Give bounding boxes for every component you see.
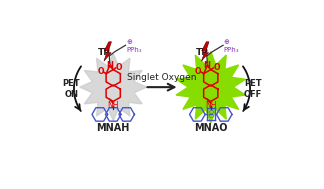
Text: O: O [97, 67, 104, 77]
Polygon shape [80, 54, 147, 121]
Text: NH: NH [108, 101, 119, 110]
Text: N: N [106, 61, 113, 70]
Text: O: O [213, 63, 220, 72]
Text: MNAO: MNAO [194, 123, 227, 133]
Text: PET
OFF: PET OFF [244, 79, 262, 99]
Text: O: O [195, 67, 201, 77]
Text: O: O [116, 63, 122, 72]
Text: TP: TP [196, 48, 209, 57]
Text: PPh₃: PPh₃ [126, 47, 142, 53]
Text: NH: NH [205, 101, 216, 110]
Text: PET
ON: PET ON [62, 79, 80, 99]
Text: O: O [208, 114, 213, 119]
Text: PPh₃: PPh₃ [224, 47, 239, 53]
Polygon shape [176, 52, 246, 123]
Polygon shape [104, 42, 111, 61]
Polygon shape [202, 42, 209, 61]
Text: N: N [204, 61, 211, 70]
Text: Singlet Oxygen: Singlet Oxygen [127, 73, 197, 82]
Text: O: O [208, 110, 213, 115]
Text: ⊕: ⊕ [224, 39, 230, 45]
Text: TP: TP [98, 48, 111, 57]
Text: MNAH: MNAH [97, 123, 130, 133]
Text: ⊕: ⊕ [126, 39, 132, 45]
